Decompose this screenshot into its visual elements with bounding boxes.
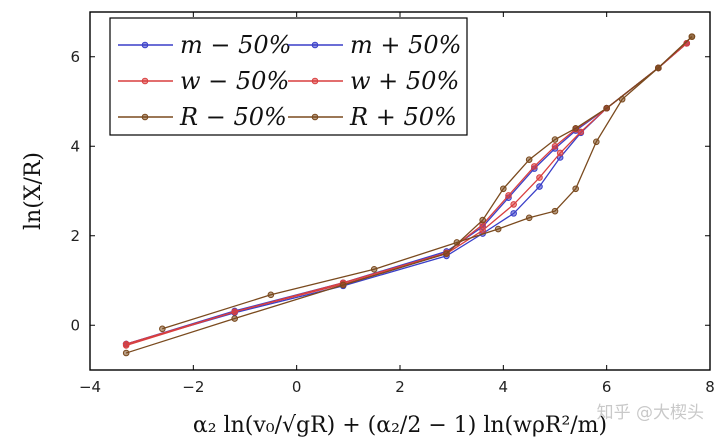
watermark: 知乎 @大楔头 <box>597 403 704 423</box>
legend-label: m + 50% <box>350 31 461 59</box>
legend-label: w + 50% <box>350 67 459 95</box>
data-point <box>551 136 559 143</box>
data-point <box>479 227 486 234</box>
axis-ticks: −4 −2 0 2 4 6 8 0 2 4 6 <box>70 12 715 396</box>
data-point <box>159 325 166 333</box>
data-point <box>688 33 696 40</box>
legend-swatch-marker <box>311 77 319 85</box>
data-point <box>572 125 579 132</box>
legend-swatch-marker <box>141 41 149 49</box>
legend-swatch-marker <box>141 77 149 85</box>
legend-swatch-marker <box>141 113 149 121</box>
data-point <box>536 174 543 181</box>
data-point <box>231 315 238 322</box>
data-point <box>453 239 461 246</box>
data-point <box>531 163 538 170</box>
data-point <box>525 214 533 222</box>
legend-entry: m − 50% <box>118 31 291 59</box>
x-tick-label: 4 <box>499 378 509 396</box>
data-point <box>122 349 130 357</box>
data-point <box>510 201 517 208</box>
series-line <box>126 36 693 354</box>
x-tick-label: 2 <box>395 378 405 396</box>
legend-entry: m + 50% <box>288 31 461 59</box>
legend: m − 50% m + 50% w − 50% w + 50% R − 50% R + 5… <box>109 17 468 136</box>
data-point <box>339 281 347 289</box>
y-tick-label: 0 <box>70 316 80 334</box>
y-axis-label: ln(X/R) <box>21 152 46 230</box>
data-point <box>618 95 626 103</box>
data-point <box>577 128 585 136</box>
y-tick-label: 2 <box>70 227 80 245</box>
x-tick-label: −4 <box>79 378 101 396</box>
data-point <box>572 185 579 193</box>
x-tick-label: 0 <box>292 378 302 396</box>
legend-entry: w − 50% <box>118 67 289 95</box>
legend-swatch-marker <box>311 113 319 121</box>
legend-entry: w + 50% <box>288 67 459 95</box>
data-point <box>551 142 559 150</box>
data-point <box>525 156 533 163</box>
data-point <box>505 192 512 199</box>
y-tick-label: 6 <box>70 48 80 66</box>
x-axis-label: α₂ ln(v₀/√gR) + (α₂/2 − 1) ln(wρR²/m) <box>193 413 607 438</box>
legend-label: m − 50% <box>180 31 291 59</box>
legend-entry: R − 50% <box>118 103 287 131</box>
y-tick-label: 4 <box>70 137 80 155</box>
data-point <box>655 64 662 72</box>
data-point <box>593 138 600 146</box>
x-tick-label: −2 <box>182 378 204 396</box>
data-point <box>500 185 507 193</box>
data-point <box>231 308 238 316</box>
data-point <box>443 250 450 257</box>
legend-label: R + 50% <box>349 103 457 131</box>
data-point <box>536 183 543 190</box>
data-point <box>122 340 130 348</box>
legend-entry: R + 50% <box>288 103 457 131</box>
legend-swatch-marker <box>311 41 319 49</box>
series-5 <box>159 33 696 333</box>
x-tick-label: 6 <box>602 378 612 396</box>
data-point <box>370 266 378 273</box>
data-point <box>267 291 275 299</box>
data-point <box>556 149 564 157</box>
series-line <box>162 36 693 330</box>
series-layer <box>122 33 696 357</box>
legend-label: R − 50% <box>179 103 287 131</box>
data-point <box>479 216 486 224</box>
legend-label: w − 50% <box>180 67 289 95</box>
x-tick-label: 8 <box>705 378 715 396</box>
data-point <box>603 104 610 112</box>
data-point <box>494 225 502 233</box>
data-point <box>510 210 517 217</box>
data-point <box>551 207 559 215</box>
legend-box <box>109 17 468 136</box>
